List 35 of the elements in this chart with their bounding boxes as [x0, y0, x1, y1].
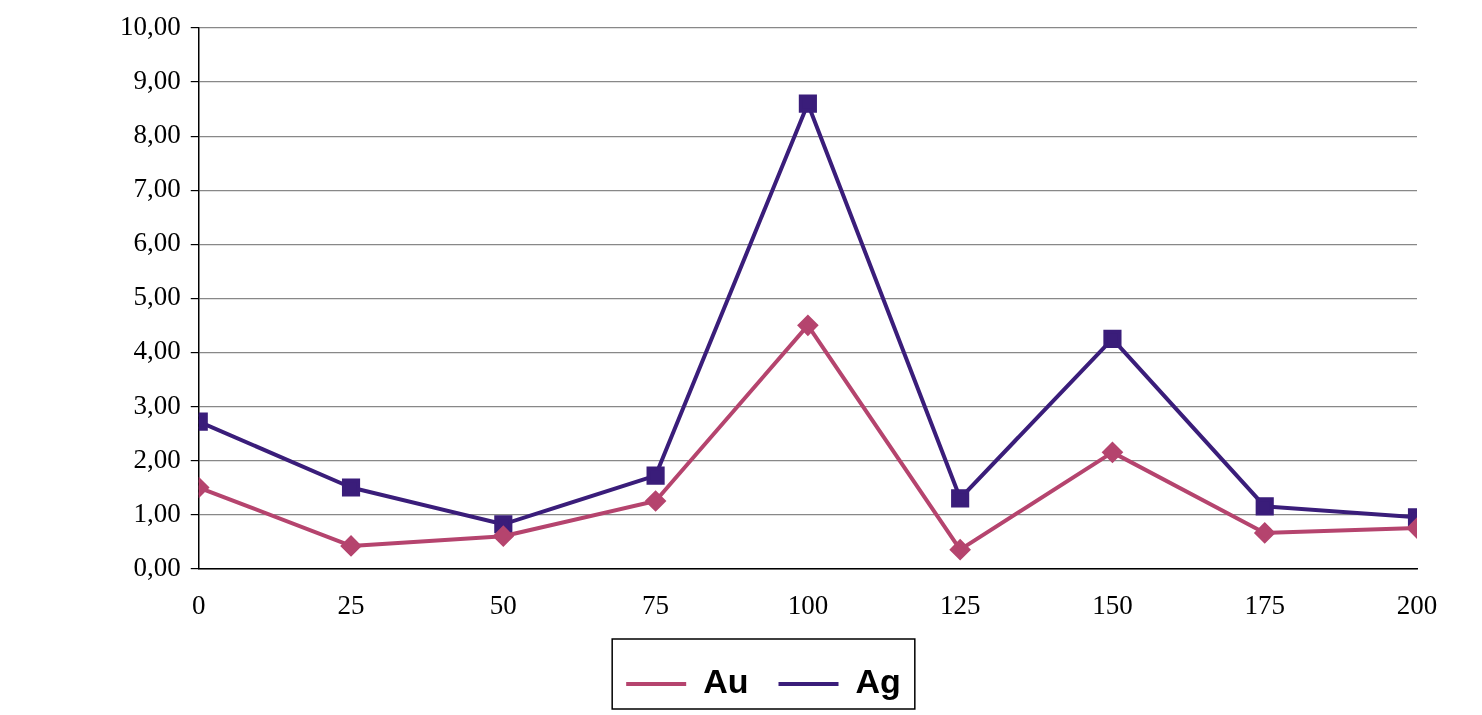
- point: [950, 539, 971, 560]
- x-tick-label: 125: [939, 589, 981, 620]
- point: [646, 466, 665, 485]
- x-tick-label: 50: [489, 589, 517, 620]
- y-tick-label: 1,00: [133, 497, 181, 528]
- point: [341, 478, 361, 497]
- point: [1255, 497, 1274, 516]
- point: [493, 526, 514, 547]
- y-tick-label: 4,00: [133, 335, 181, 366]
- legend-label: Au: [703, 662, 749, 701]
- x-tick-label: 25: [337, 589, 365, 620]
- legend-label: Ag: [855, 662, 901, 701]
- point: [341, 535, 362, 556]
- y-tick-label: 7,00: [133, 173, 181, 204]
- point: [645, 491, 666, 512]
- point: [1102, 442, 1123, 463]
- x-tick-label: 100: [787, 589, 829, 620]
- point: [798, 94, 817, 113]
- y-tick-label: 5,00: [133, 281, 181, 312]
- point: [1103, 329, 1122, 348]
- x-tick-label: 175: [1244, 589, 1285, 620]
- y-tick-label: 10,00: [120, 11, 181, 42]
- x-tick-label: 200: [1396, 589, 1438, 620]
- y-tick-label: 2,00: [133, 443, 181, 474]
- y-tick-label: 9,00: [133, 65, 181, 96]
- y-tick-label: 3,00: [133, 389, 181, 420]
- y-tick-label: 0,00: [133, 551, 181, 582]
- y-tick-label: 8,00: [133, 119, 181, 150]
- point: [951, 489, 970, 508]
- point: [1254, 522, 1275, 543]
- y-tick-label: 6,00: [133, 227, 181, 258]
- x-tick-label: 0: [192, 589, 206, 620]
- point: [797, 315, 818, 336]
- x-tick-label: 150: [1092, 589, 1133, 620]
- x-tick-label: 75: [642, 589, 670, 620]
